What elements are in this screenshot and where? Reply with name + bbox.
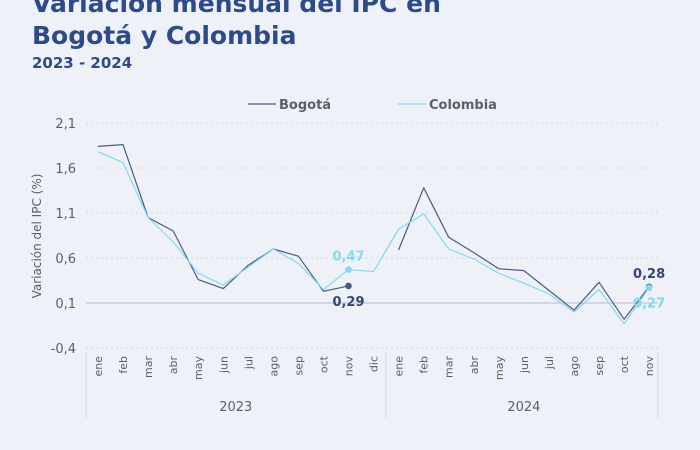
series-line-bogot: [97, 144, 349, 292]
title-line-1: Variación mensual del IPC en: [32, 0, 441, 18]
data-label: 0,27: [633, 297, 665, 312]
x-tick-label: mar: [142, 356, 155, 378]
x-tick-label: oct: [618, 355, 631, 373]
x-tick-label: ago: [568, 356, 581, 377]
chart-title: Variación mensual del IPC en Bogotá y Co…: [32, 0, 441, 52]
data-label: 0,28: [633, 267, 665, 282]
year-label: 2024: [507, 400, 540, 415]
series-line-bogot: [398, 187, 650, 320]
x-tick-label: feb: [418, 356, 431, 374]
x-tick-label: jun: [518, 356, 531, 374]
y-tick-label: 0,1: [55, 297, 76, 312]
x-tick-label: mar: [443, 356, 456, 378]
x-tick-label: oct: [317, 355, 330, 373]
x-tick-label: nov: [343, 356, 356, 377]
x-tick-label: dic: [368, 356, 381, 372]
data-point-marker: [345, 282, 352, 290]
x-tick-label: may: [192, 356, 205, 380]
x-tick-label: jun: [217, 356, 230, 374]
title-line-2: Bogotá y Colombia: [32, 21, 297, 50]
legend-label: Bogotá: [279, 98, 331, 113]
x-tick-label: jul: [543, 356, 556, 370]
data-point-marker: [345, 266, 352, 274]
x-tick-label: ene: [393, 356, 406, 377]
x-tick-label: feb: [117, 356, 130, 374]
chart-subtitle: 2023 - 2024: [32, 54, 133, 72]
x-tick-label: sep: [593, 356, 606, 375]
y-axis-label: Variación del IPC (%): [30, 174, 44, 299]
x-tick-label: jul: [242, 356, 255, 370]
y-tick-label: 0,6: [55, 252, 76, 267]
year-label: 2023: [219, 400, 252, 415]
series-line-colombia: [97, 151, 650, 325]
y-tick-label: -0,4: [51, 342, 76, 357]
y-tick-label: 2,1: [55, 117, 76, 132]
x-tick-label: may: [493, 356, 506, 380]
y-tick-label: 1,1: [55, 207, 76, 222]
x-tick-label: ene: [92, 356, 105, 377]
legend-label: Colombia: [429, 98, 497, 113]
x-tick-label: ago: [267, 356, 280, 377]
x-tick-label: abr: [468, 356, 481, 375]
data-label: 0,29: [332, 295, 364, 310]
y-tick-label: 1,6: [55, 162, 76, 177]
data-label: 0,47: [332, 250, 364, 265]
x-tick-label: sep: [292, 356, 305, 375]
x-tick-label: abr: [167, 356, 180, 375]
data-point-marker: [645, 284, 653, 292]
x-tick-label: nov: [643, 356, 656, 377]
